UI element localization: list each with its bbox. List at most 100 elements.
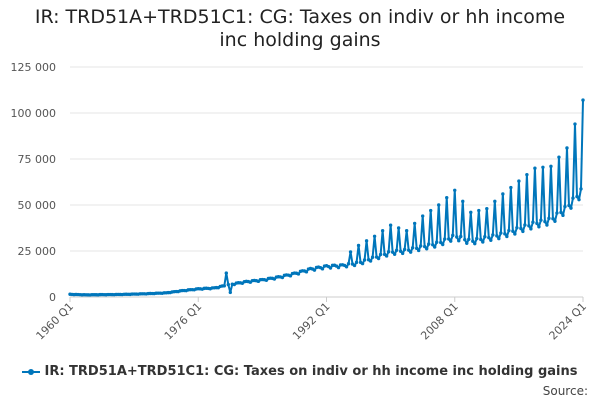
data-point[interactable] xyxy=(312,268,317,272)
data-point[interactable] xyxy=(571,196,575,200)
data-point[interactable] xyxy=(563,204,567,209)
data-point[interactable] xyxy=(543,219,547,224)
data-point[interactable] xyxy=(467,237,471,241)
data-point[interactable] xyxy=(573,122,577,126)
data-point[interactable] xyxy=(553,219,557,223)
data-point[interactable] xyxy=(435,240,439,244)
data-point[interactable] xyxy=(296,272,301,276)
data-point[interactable] xyxy=(471,239,475,243)
data-point[interactable] xyxy=(441,242,445,247)
data-point[interactable] xyxy=(410,246,415,250)
data-point[interactable] xyxy=(392,252,397,256)
data-point[interactable] xyxy=(368,259,373,263)
data-point[interactable] xyxy=(384,254,389,258)
data-point[interactable] xyxy=(398,249,403,253)
data-point[interactable] xyxy=(497,236,501,241)
data-point[interactable] xyxy=(565,146,569,150)
data-point[interactable] xyxy=(425,247,429,251)
data-point[interactable] xyxy=(451,233,455,238)
data-point[interactable] xyxy=(372,234,377,238)
data-point[interactable] xyxy=(228,290,233,295)
data-point[interactable] xyxy=(400,251,405,256)
data-point[interactable] xyxy=(531,220,535,224)
data-point[interactable] xyxy=(519,226,523,231)
data-point[interactable] xyxy=(547,216,551,221)
data-point[interactable] xyxy=(491,233,495,237)
data-point[interactable] xyxy=(505,234,509,239)
data-point[interactable] xyxy=(567,203,571,208)
data-point[interactable] xyxy=(416,248,421,253)
data-point[interactable] xyxy=(475,236,479,241)
data-point[interactable] xyxy=(465,241,469,245)
data-point[interactable] xyxy=(503,232,507,236)
data-point[interactable] xyxy=(437,203,441,207)
data-point[interactable] xyxy=(352,263,357,268)
data-point[interactable] xyxy=(346,262,351,266)
data-point[interactable] xyxy=(541,165,545,169)
data-point[interactable] xyxy=(513,232,517,236)
data-point[interactable] xyxy=(412,221,417,226)
data-point[interactable] xyxy=(443,237,447,241)
data-point[interactable] xyxy=(388,223,393,227)
data-point[interactable] xyxy=(445,195,449,200)
data-point[interactable] xyxy=(537,225,541,229)
data-point[interactable] xyxy=(344,265,349,269)
data-point[interactable] xyxy=(575,194,579,199)
data-point[interactable] xyxy=(511,229,515,233)
data-point[interactable] xyxy=(420,214,425,218)
data-point[interactable] xyxy=(404,229,409,233)
data-point[interactable] xyxy=(453,188,457,192)
data-point[interactable] xyxy=(336,265,341,270)
data-point[interactable] xyxy=(429,208,433,213)
data-point[interactable] xyxy=(501,192,505,196)
data-point[interactable] xyxy=(577,197,581,202)
data-point[interactable] xyxy=(431,243,435,247)
data-point[interactable] xyxy=(557,155,561,159)
data-point[interactable] xyxy=(348,250,353,254)
data-point[interactable] xyxy=(356,243,361,248)
data-point[interactable] xyxy=(226,282,231,287)
data-point[interactable] xyxy=(521,229,525,234)
data-point[interactable] xyxy=(535,221,539,226)
data-point[interactable] xyxy=(545,223,549,227)
data-point[interactable] xyxy=(222,284,226,288)
data-point[interactable] xyxy=(376,256,381,261)
data-point[interactable] xyxy=(304,270,309,274)
data-point[interactable] xyxy=(463,237,467,242)
data-point[interactable] xyxy=(495,234,499,238)
data-point[interactable] xyxy=(499,231,503,235)
data-point[interactable] xyxy=(328,266,333,270)
data-point[interactable] xyxy=(525,172,529,177)
data-point[interactable] xyxy=(483,235,487,239)
data-point[interactable] xyxy=(455,235,459,239)
legend[interactable]: IR: TRD51A+TRD51C1: CG: Taxes on indiv o… xyxy=(0,364,600,379)
data-point[interactable] xyxy=(581,98,585,102)
data-point[interactable] xyxy=(561,213,565,218)
data-point[interactable] xyxy=(280,275,285,280)
data-point[interactable] xyxy=(529,227,533,231)
data-point[interactable] xyxy=(559,210,563,215)
data-point[interactable] xyxy=(507,228,511,233)
data-point[interactable] xyxy=(461,199,465,204)
data-point[interactable] xyxy=(555,211,559,215)
data-point[interactable] xyxy=(493,199,497,204)
data-point[interactable] xyxy=(515,226,519,230)
data-point[interactable] xyxy=(427,242,431,246)
data-point[interactable] xyxy=(402,247,407,252)
data-point[interactable] xyxy=(469,210,473,215)
data-point[interactable] xyxy=(408,250,413,254)
data-point[interactable] xyxy=(509,185,513,190)
data-point[interactable] xyxy=(360,261,365,266)
data-point[interactable] xyxy=(517,179,521,183)
data-point[interactable] xyxy=(457,239,461,243)
data-point[interactable] xyxy=(396,226,401,230)
data-point[interactable] xyxy=(569,206,573,210)
data-point[interactable] xyxy=(539,218,543,222)
data-point[interactable] xyxy=(447,237,451,241)
data-point[interactable] xyxy=(378,252,383,257)
data-point[interactable] xyxy=(394,248,399,253)
data-point[interactable] xyxy=(579,187,583,191)
data-point[interactable] xyxy=(418,244,423,248)
data-point[interactable] xyxy=(479,237,483,242)
data-point[interactable] xyxy=(533,166,537,170)
